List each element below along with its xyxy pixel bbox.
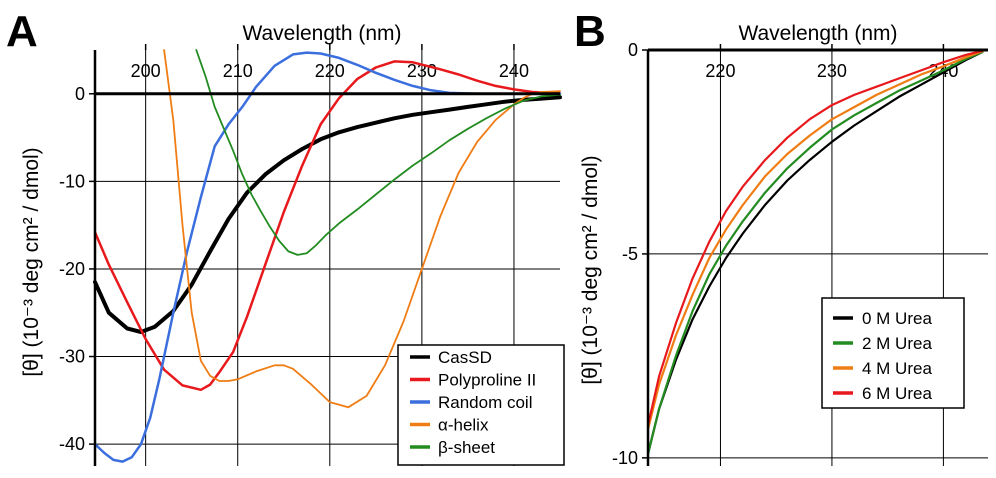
panel-a-y-axis-title: [θ] (10⁻³ deg cm² / dmol): [20, 147, 43, 376]
panel-b-x-tick-label: 220: [705, 61, 735, 81]
panel-b-legend-label-0-m-urea: 0 M Urea: [862, 309, 932, 328]
panel-b-y-tick-label: 0: [628, 40, 638, 60]
panel-a-legend-label-polyproline-ii: Polyproline II: [438, 371, 536, 390]
panel-b-y-tick-label: -10: [612, 448, 638, 468]
panel-a-x-tick-label: 200: [131, 61, 161, 81]
panel-a-y-tick-label: 0: [75, 84, 85, 104]
panel-b-legend: 0 M Urea 2 M Urea 4 M Urea 6 M Urea: [821, 297, 965, 409]
panel-a-series-line-sheet: [195, 49, 561, 256]
panel-b-y-tick-labels: 0 -5 -10: [612, 40, 638, 468]
panel-a-series-line-random-coil: [93, 51, 562, 463]
panel-a-y-tick-label: -30: [59, 347, 85, 367]
panel-a-ticks: [89, 44, 515, 445]
panel-a-x-tick-label: 220: [315, 61, 345, 81]
panel-b-legend-label-6-m-urea: 6 M Urea: [862, 384, 932, 403]
panel-b-letter: B: [574, 7, 606, 56]
panel-b-y-tick-label: -5: [622, 244, 638, 264]
panel-a-letter: A: [6, 7, 38, 56]
panel-a-x-axis-title: Wavelength (nm): [242, 22, 401, 45]
panel-a-y-tick-label: -10: [59, 171, 85, 191]
panel-b-x-axis-title: Wavelength (nm): [738, 22, 897, 45]
panel-b-x-tick-label: 230: [817, 61, 847, 81]
panel-a-legend-label-random-coil: Random coil: [438, 393, 533, 412]
panel-a-series-line-helix: [163, 49, 561, 409]
panel-a-legend-label-helix: α-helix: [438, 416, 489, 435]
panel-a-series-line-polyproline-ii: [93, 60, 562, 392]
panel-a-y-tick-label: -20: [59, 259, 85, 279]
panel-b-series-line-0-m-urea: [646, 50, 984, 455]
panel-b-legend-label-4-m-urea: 4 M Urea: [862, 359, 932, 378]
panel-a-legend-box: [397, 344, 565, 466]
panel-b-series-line-6-m-urea: [646, 49, 984, 427]
panel-a-y-tick-label: -40: [59, 434, 85, 454]
panel-a-x-tick-label: 210: [223, 61, 253, 81]
panel-a-legend-label-cassd: CasSD: [438, 348, 492, 367]
panel-b-series: [646, 49, 984, 455]
panel-a-legend: CasSD Polyproline II Random coil α-helix β-s…: [397, 344, 565, 466]
panel-a-axes: [93, 50, 560, 466]
panel-b-y-axis-title: [θ] (10⁻³ deg cm² / dmol): [579, 155, 602, 384]
panel-a-y-tick-labels: 0 -10 -20 -30 -40: [59, 84, 85, 454]
panel-b-series-line-4-m-urea: [646, 50, 984, 431]
panel-b-axes: [646, 48, 988, 466]
panel-b-series-line-2-m-urea: [646, 50, 984, 455]
panel-b: B Wavelength (nm) [θ] (10⁻³ deg cm² / dm…: [574, 7, 988, 468]
panel-a-x-tick-label: 240: [499, 61, 529, 81]
panel-a-legend-label-sheet: β-sheet: [438, 438, 495, 457]
panel-a: A Wavelength (nm) [θ] (10⁻³ deg cm² / dm…: [6, 7, 565, 466]
panel-a-series-line-cassd: [93, 95, 562, 334]
panel-b-legend-label-2-m-urea: 2 M Urea: [862, 334, 932, 353]
panel-a-series: [93, 49, 562, 463]
